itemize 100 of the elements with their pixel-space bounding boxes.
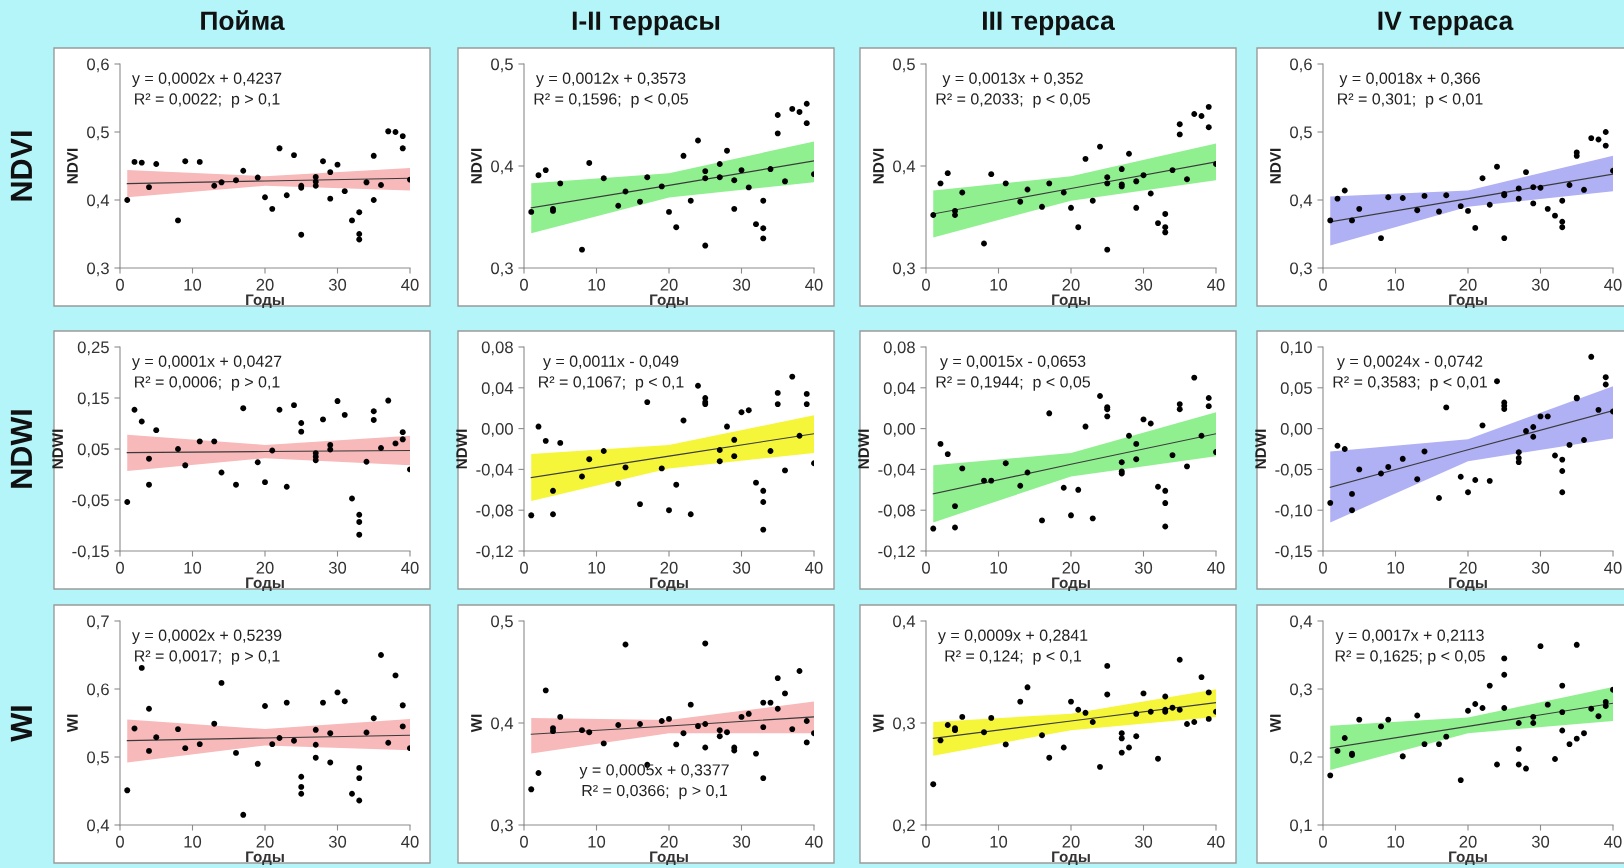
x-tick-label: 40 [1604, 561, 1622, 574]
y-tick-label: 0,3 [893, 717, 915, 732]
y-tick-label: 0,4 [893, 615, 916, 630]
x-axis-title: Годы [1449, 294, 1487, 309]
x-axis-title: Годы [650, 577, 688, 592]
chart-title: I-II террасы [572, 11, 720, 36]
annotation: y = 0,0017x + 0,2113 R² = 0,1625; p < 0,05 [1335, 629, 1485, 665]
x-tick-label: 0 [116, 835, 124, 848]
text: NDWI [10, 410, 32, 488]
y-axis-title: NDVI [67, 148, 78, 184]
x-tick-label: 30 [732, 835, 751, 848]
x-axis-title: Годы [650, 294, 688, 309]
y-axis-title: NDWI [858, 429, 869, 469]
y-tick-label: 0,6 [1290, 58, 1312, 73]
x-tick-label: 20 [1459, 278, 1477, 291]
x-tick-label: 10 [588, 561, 606, 574]
chart-title: Пойма [201, 10, 285, 31]
x-tick-label: 20 [1459, 835, 1477, 848]
x-tick-label: 40 [805, 278, 823, 291]
x-tick-label: 20 [660, 278, 678, 291]
x-tick-label: 30 [1134, 835, 1153, 848]
x-tick-label: 0 [116, 561, 124, 574]
x-tick-label: 30 [732, 278, 751, 291]
text: NDVI [10, 131, 32, 201]
y-tick-label: 0,7 [87, 615, 109, 630]
x-tick-label: 0 [922, 278, 930, 291]
x-tick-label: 40 [805, 561, 823, 574]
y-tick-label: 0,3 [1290, 262, 1312, 277]
x-tick-label: 0 [1319, 561, 1327, 574]
y-tick-label: -0,15 [1275, 545, 1312, 560]
x-axis-title: Годы [1449, 851, 1487, 866]
y-tick-label: 0,5 [1290, 126, 1312, 141]
x-tick-label: 10 [184, 835, 202, 848]
x-tick-label: 40 [1207, 835, 1225, 848]
x-tick-label: 40 [1207, 561, 1225, 574]
x-tick-label: 10 [1387, 278, 1405, 291]
y-tick-label: 0,5 [491, 58, 513, 73]
y-tick-label: 0,3 [87, 262, 109, 277]
y-tick-label: -0,10 [1275, 504, 1312, 519]
x-tick-label: 20 [660, 835, 678, 848]
y-tick-label: 0,3 [491, 262, 513, 277]
y-tick-label: -0,04 [476, 463, 514, 478]
x-tick-label: 30 [732, 561, 751, 574]
annotation: y = 0,0011x - 0,049 R² = 0,1067; p < 0,1 [539, 355, 684, 391]
x-tick-label: 40 [1207, 278, 1225, 291]
annotation: y = 0,0015x - 0,0653 R² = 0,1944; p < 0,05 [936, 355, 1091, 391]
y-tick-label: 0,3 [893, 262, 915, 277]
x-tick-label: 10 [184, 561, 202, 574]
y-tick-label: 0,04 [883, 382, 916, 396]
y-tick-label: 0,3 [1290, 683, 1312, 698]
x-tick-label: 10 [990, 561, 1008, 574]
x-tick-label: 0 [116, 278, 124, 291]
x-axis-title: Годы [1449, 577, 1487, 592]
y-axis-title: WI [67, 714, 78, 733]
y-tick-label: -0,08 [476, 504, 513, 519]
annotation: y = 0,0001x + 0,0427 R² = 0,0006; p > 0,1 [132, 355, 282, 391]
y-tick-label: -0,04 [878, 463, 916, 478]
y-tick-label: 0,00 [883, 423, 915, 437]
x-axis-title: Годы [650, 851, 688, 866]
x-tick-label: 30 [1531, 561, 1550, 574]
x-tick-label: 20 [1062, 561, 1080, 574]
x-axis-title: Годы [1052, 577, 1090, 592]
y-tick-label: 0,15 [77, 392, 109, 407]
annotation: y = 0,0002x + 0,5239 R² = 0,0017; p > 0,1 [132, 629, 282, 665]
x-tick-label: 20 [256, 835, 274, 848]
x-tick-label: 10 [1387, 835, 1405, 848]
x-tick-label: 20 [1062, 278, 1080, 291]
y-axis-title: NDWI [1255, 429, 1266, 469]
y-tick-label: -0,08 [878, 504, 915, 519]
y-tick-label: -0,15 [72, 545, 109, 560]
x-axis-title: Годы [1052, 294, 1090, 309]
y-axis-title: NDVI [471, 148, 482, 184]
x-tick-label: 0 [520, 561, 528, 574]
y-axis-title: WI [873, 714, 884, 733]
x-tick-label: 30 [1531, 278, 1550, 291]
y-tick-label: 0,4 [87, 819, 110, 834]
annotation: y = 0,0013x + 0,352 R² = 0,2033; p < 0,05 [936, 72, 1091, 108]
y-tick-label: 0,4 [893, 160, 916, 175]
x-axis-title: Годы [246, 294, 284, 309]
x-tick-label: 10 [990, 278, 1008, 291]
x-tick-label: 20 [256, 561, 274, 574]
y-tick-label: -0,12 [476, 545, 513, 560]
x-axis-title: Годы [1052, 851, 1090, 866]
x-tick-label: 0 [520, 835, 528, 848]
y-tick-label: 0,04 [481, 382, 514, 396]
y-axis-title: WI [471, 714, 482, 733]
y-tick-label: 0,05 [77, 443, 109, 458]
y-tick-label: 0,1 [1290, 819, 1312, 834]
y-tick-label: 0,4 [1290, 615, 1313, 630]
x-tick-label: 10 [1387, 561, 1405, 574]
y-tick-label: 0,6 [87, 683, 109, 698]
x-tick-label: 20 [256, 278, 274, 291]
annotation: y = 0,0018x + 0,366 R² = 0,301; p < 0,01 [1338, 72, 1483, 108]
x-tick-label: 0 [1319, 835, 1327, 848]
x-tick-label: 30 [1134, 561, 1153, 574]
y-axis-title: WI [1270, 714, 1281, 733]
y-tick-label: 0,5 [87, 126, 109, 141]
x-tick-label: 0 [922, 835, 930, 848]
y-tick-label: 0,4 [491, 717, 514, 732]
x-tick-label: 20 [1062, 835, 1080, 848]
